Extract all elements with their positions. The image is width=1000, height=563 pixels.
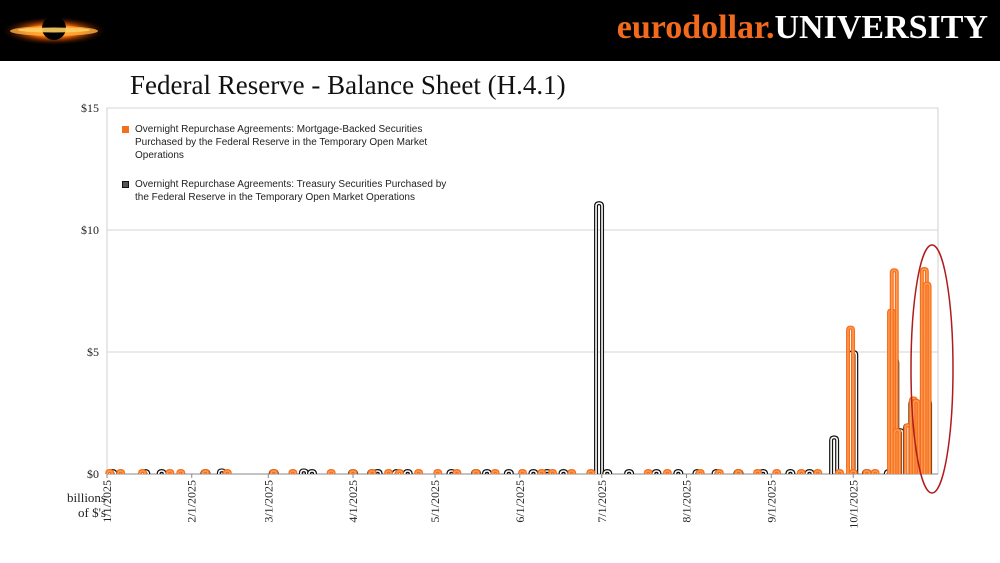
y-tick-label: $5 bbox=[87, 345, 99, 359]
series-mbs-spike-core bbox=[491, 470, 499, 475]
series-treasury-spike-core bbox=[300, 469, 308, 475]
x-tick-label: 6/1/2025 bbox=[513, 480, 527, 523]
chart-title: Federal Reserve - Balance Sheet (H.4.1) bbox=[130, 70, 566, 100]
x-tick-label: 5/1/2025 bbox=[428, 480, 442, 523]
series-treasury-spike-core bbox=[830, 436, 838, 474]
chart-plot: $0 $5 $10 $15 1/1/2025 2/1/2025 3/1/2025 4/1/20… bbox=[81, 101, 954, 529]
series-mbs-spike-core bbox=[349, 470, 357, 475]
series-mbs-spike-core bbox=[472, 470, 480, 475]
series-mbs-spike-core bbox=[519, 470, 526, 475]
series-mbs-spike-core bbox=[814, 470, 822, 475]
series-mbs-spike-core bbox=[863, 470, 871, 475]
series-treasury-spike-core bbox=[805, 470, 814, 475]
series-mbs-spike-core bbox=[368, 470, 376, 475]
series-treasury-spike-core bbox=[308, 470, 316, 475]
brand-logo-text: eurodollar.UNIVERSITY bbox=[617, 8, 988, 48]
series-treasury-spike bbox=[594, 201, 605, 474]
series-treasury-spike-core bbox=[652, 470, 661, 475]
series-mbs-spike-core bbox=[923, 282, 931, 474]
units-label: billions of $'s bbox=[48, 490, 106, 520]
series-treasury-spike-core bbox=[625, 470, 633, 475]
x-tick-label: 3/1/2025 bbox=[261, 480, 275, 523]
legend-item-tsy: Overnight Repurchase Agreements: Treasur… bbox=[122, 178, 462, 204]
series-mbs-spike-core bbox=[106, 470, 114, 475]
series-mbs-spike-core bbox=[202, 470, 209, 475]
series-mbs-spike-core bbox=[289, 470, 297, 475]
series-mbs-spike-core bbox=[117, 470, 124, 475]
series-treasury-spike-core bbox=[603, 470, 612, 475]
series-mbs-spike-core bbox=[396, 470, 403, 475]
series-mbs-spike-core bbox=[912, 400, 920, 474]
series-mbs-spike-core bbox=[773, 470, 781, 475]
series-mbs-spike-core bbox=[568, 470, 576, 475]
series-treasury-spike-core bbox=[157, 470, 166, 475]
header-banner: eurodollar.UNIVERSITY bbox=[0, 0, 1000, 61]
y-tick-label: $10 bbox=[81, 223, 99, 237]
series-mbs-spike-core bbox=[754, 470, 761, 475]
series-treasury-spike-core bbox=[403, 470, 412, 475]
x-tick-label: 7/1/2025 bbox=[595, 480, 609, 523]
series-mbs-spike-core bbox=[270, 470, 278, 475]
series-mbs-spike-core bbox=[893, 429, 901, 474]
units-label-line1: billions bbox=[66, 490, 106, 505]
series-mbs-spike-core bbox=[453, 470, 461, 475]
series-mbs-spike-core bbox=[716, 470, 723, 475]
legend-label-mbs: Overnight Repurchase Agreements: Mortgag… bbox=[135, 124, 428, 161]
series-treasury-spike-core bbox=[505, 470, 513, 475]
x-tick-label: 4/1/2025 bbox=[346, 480, 360, 523]
x-tick-label: 9/1/2025 bbox=[764, 480, 778, 523]
legend-label-tsy: Overnight Repurchase Agreements: Treasur… bbox=[135, 179, 447, 203]
series-mbs-spike-core bbox=[139, 470, 146, 475]
y-tick-label: $15 bbox=[81, 101, 99, 115]
brand-part2: UNIVERSITY bbox=[774, 9, 989, 46]
series-treasury-spike-core bbox=[674, 470, 683, 475]
series-mbs-spike-core bbox=[166, 470, 174, 475]
series-mbs-spike-core bbox=[415, 470, 422, 475]
y-tick-label: $0 bbox=[87, 467, 99, 481]
series-mbs-spike-core bbox=[538, 470, 545, 475]
series-mbs-spike-core bbox=[798, 470, 805, 475]
units-label-line2: of $'s bbox=[78, 505, 106, 520]
series-mbs-spike-core bbox=[871, 470, 879, 475]
series-treasury-spike-core bbox=[595, 202, 603, 474]
legend-swatch-tsy bbox=[122, 181, 129, 188]
series-mbs-spike-core bbox=[385, 470, 392, 475]
series-treasury-spike-core bbox=[483, 470, 491, 475]
series-mbs-spike-core bbox=[327, 470, 335, 475]
series-mbs-spike-core bbox=[434, 470, 442, 475]
series-treasury-spike-core bbox=[529, 470, 538, 475]
brand-part1: eurodollar. bbox=[616, 9, 775, 46]
series-treasury-spike-core bbox=[559, 470, 568, 475]
series-treasury-spike-core bbox=[786, 470, 795, 475]
highlight-ellipse bbox=[910, 244, 954, 494]
series-mbs-spike-core bbox=[664, 470, 671, 475]
x-tick-label: 8/1/2025 bbox=[680, 480, 694, 523]
legend-item-mbs: Overnight Repurchase Agreements: Mortgag… bbox=[122, 123, 462, 162]
x-tick-label: 1/1/2025 bbox=[100, 480, 114, 523]
series-mbs-spike-core bbox=[696, 470, 704, 475]
series-treasury-spike bbox=[829, 435, 840, 474]
series-mbs-spike-core bbox=[890, 269, 898, 474]
chart-legend: Overnight Repurchase Agreements: Mortgag… bbox=[122, 123, 462, 220]
series-mbs-spike-core bbox=[836, 470, 843, 475]
series-mbs-spike-core bbox=[735, 470, 742, 475]
series-mbs-spike-core bbox=[849, 470, 857, 475]
series-mbs-spike-core bbox=[549, 470, 556, 475]
series-mbs-spike-core bbox=[587, 470, 595, 475]
x-tick-label: 10/1/2025 bbox=[846, 480, 860, 529]
series-mbs-spike-core bbox=[177, 470, 185, 475]
series-mbs-spike-core bbox=[644, 470, 652, 475]
x-tick-label: 2/1/2025 bbox=[185, 480, 199, 523]
series-mbs-spike-core bbox=[921, 268, 928, 474]
series-mbs-spike-core bbox=[847, 326, 854, 474]
black-hole-logo-icon bbox=[2, 16, 106, 45]
legend-swatch-mbs bbox=[122, 126, 129, 133]
series-mbs-spike-core bbox=[223, 470, 231, 475]
